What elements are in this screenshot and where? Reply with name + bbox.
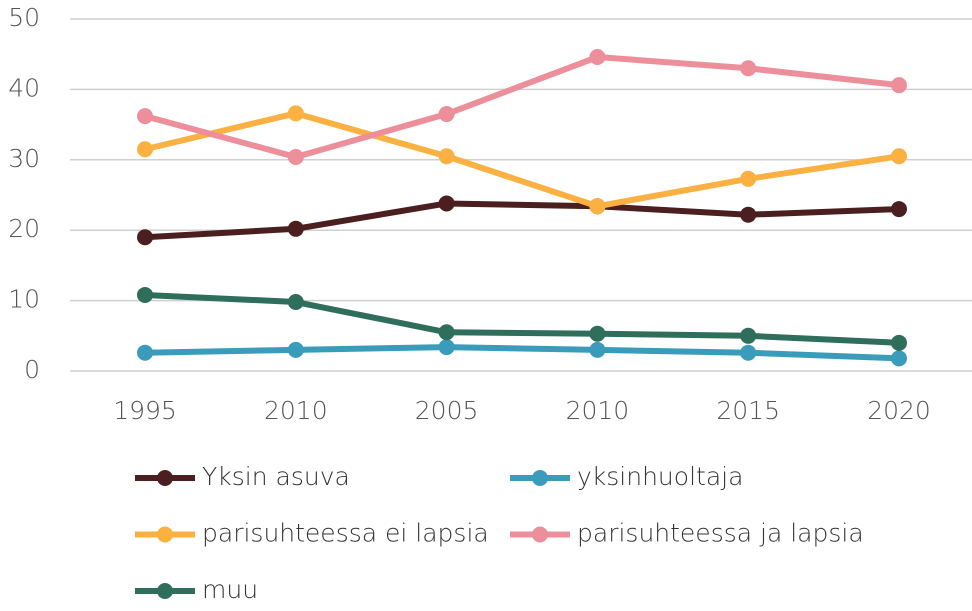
series-line [144, 200, 900, 241]
data-point [438, 195, 455, 212]
data-point [589, 198, 606, 215]
legend-label: yksinhuoltaja [577, 462, 743, 491]
data-point [589, 49, 606, 66]
data-point [287, 220, 304, 237]
series-line [144, 54, 900, 160]
legend-marker [157, 470, 173, 486]
data-point [740, 60, 757, 77]
data-point [137, 229, 153, 246]
data-point [891, 201, 907, 218]
data-point [287, 341, 304, 358]
data-point [438, 324, 455, 341]
data-point [740, 327, 757, 344]
data-point [438, 148, 455, 165]
data-point [740, 344, 757, 361]
legend-marker [532, 526, 548, 543]
data-point [287, 148, 304, 165]
data-point [287, 105, 304, 122]
x-tick-label: 2015 [716, 396, 780, 425]
legend-marker [157, 526, 173, 543]
legend-marker [157, 583, 173, 599]
legend-label: muu [202, 575, 258, 604]
y-tick-label: 50 [8, 3, 40, 32]
data-point [137, 344, 153, 361]
series-line [144, 110, 900, 210]
y-tick-label: 10 [8, 285, 40, 314]
series-line [144, 291, 900, 346]
data-point [740, 170, 757, 187]
data-point [891, 334, 907, 351]
data-point [589, 325, 606, 342]
data-point [740, 206, 757, 223]
y-tick-label: 20 [8, 214, 40, 243]
data-point [438, 339, 455, 356]
data-point [137, 286, 153, 303]
legend-label: parisuhteessa ei lapsia [202, 519, 489, 548]
legend-marker [532, 470, 548, 486]
y-tick-label: 40 [8, 73, 40, 102]
data-point [287, 294, 304, 311]
series-line [144, 344, 900, 362]
data-point [438, 106, 455, 123]
x-tick-label: 2020 [867, 396, 931, 425]
y-tick-label: 0 [24, 355, 40, 384]
data-point [891, 148, 907, 165]
data-point [137, 108, 153, 125]
data-point [891, 350, 907, 367]
legend-label: Yksin asuva [202, 462, 350, 491]
x-tick-label: 2005 [415, 396, 479, 425]
data-point [137, 141, 153, 158]
x-tick-label: 2010 [264, 396, 328, 425]
data-point [589, 341, 606, 358]
x-tick-label: 2010 [566, 396, 630, 425]
legend-label: parisuhteessa ja lapsia [577, 519, 864, 548]
x-tick-label: 1995 [113, 396, 177, 425]
data-point [891, 77, 907, 94]
y-tick-label: 30 [8, 144, 40, 173]
